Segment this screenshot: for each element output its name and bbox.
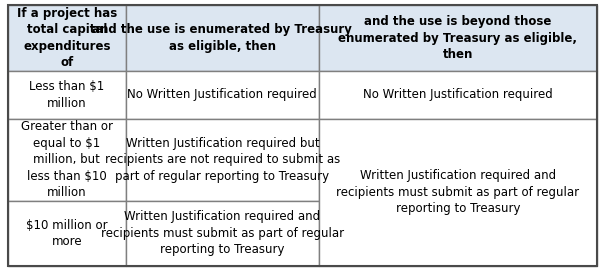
Bar [126, 5, 319, 71]
Text: Written Justification required and
recipients must submit as part of regular
rep: Written Justification required and recip… [336, 170, 580, 215]
Text: and the use is beyond those
enumerated by Treasury as eligible,
then: and the use is beyond those enumerated b… [338, 15, 578, 61]
Bar [319, 71, 597, 119]
Bar [319, 119, 597, 266]
Bar [319, 5, 597, 71]
Text: $10 million or
more: $10 million or more [26, 219, 108, 248]
Bar [126, 201, 319, 266]
Text: No Written Justification required: No Written Justification required [128, 88, 317, 101]
Text: Less than $1
million: Less than $1 million [29, 80, 105, 110]
Bar [126, 71, 319, 119]
Bar [8, 71, 126, 119]
Text: If a project has
total capital
expenditures
of: If a project has total capital expenditu… [17, 7, 117, 69]
Bar [126, 119, 319, 201]
Text: Written Justification required and
recipients must submit as part of regular
rep: Written Justification required and recip… [101, 210, 344, 256]
Text: and the use is enumerated by Treasury
as eligible, then: and the use is enumerated by Treasury as… [93, 23, 352, 53]
Text: Greater than or
equal to $1
million, but
less than $10
million: Greater than or equal to $1 million, but… [21, 120, 113, 199]
Text: No Written Justification required: No Written Justification required [363, 88, 553, 101]
Bar [8, 5, 126, 71]
Text: Written Justification required but
recipients are not required to submit as
part: Written Justification required but recip… [105, 137, 340, 183]
Bar [8, 119, 126, 201]
Bar [8, 201, 126, 266]
